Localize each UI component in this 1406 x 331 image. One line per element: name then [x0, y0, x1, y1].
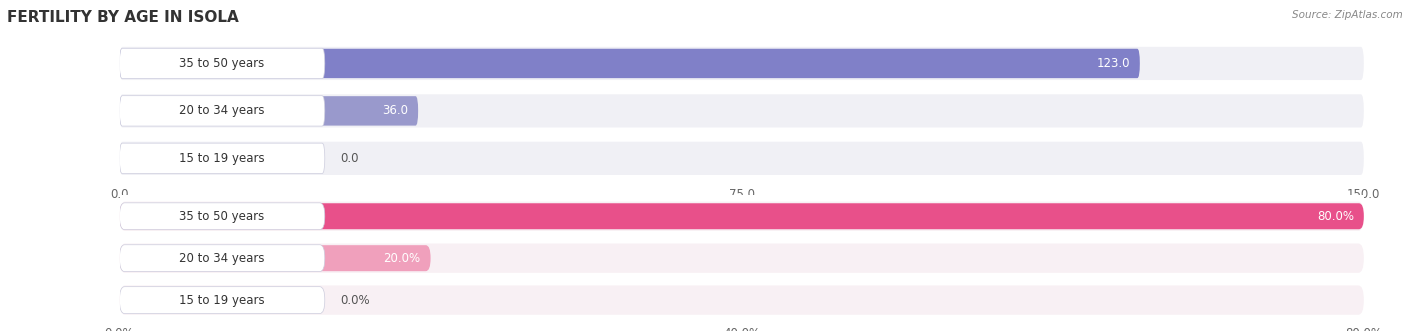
FancyBboxPatch shape — [120, 203, 325, 230]
FancyBboxPatch shape — [120, 96, 325, 126]
Text: 123.0: 123.0 — [1097, 57, 1130, 70]
FancyBboxPatch shape — [120, 245, 325, 272]
Text: 35 to 50 years: 35 to 50 years — [179, 210, 264, 223]
Text: 36.0: 36.0 — [382, 104, 408, 118]
FancyBboxPatch shape — [120, 244, 1364, 273]
FancyBboxPatch shape — [120, 94, 1364, 127]
FancyBboxPatch shape — [120, 47, 1364, 80]
FancyBboxPatch shape — [120, 142, 1364, 175]
FancyBboxPatch shape — [120, 285, 1364, 315]
FancyBboxPatch shape — [120, 245, 430, 271]
Text: 0.0%: 0.0% — [340, 294, 370, 307]
Text: FERTILITY BY AGE IN ISOLA: FERTILITY BY AGE IN ISOLA — [7, 10, 239, 25]
FancyBboxPatch shape — [120, 143, 325, 173]
FancyBboxPatch shape — [120, 49, 1140, 78]
FancyBboxPatch shape — [120, 202, 1364, 231]
Text: 0.0: 0.0 — [340, 152, 359, 165]
FancyBboxPatch shape — [120, 287, 325, 313]
Text: 20 to 34 years: 20 to 34 years — [179, 104, 264, 118]
Text: 35 to 50 years: 35 to 50 years — [179, 57, 264, 70]
FancyBboxPatch shape — [120, 48, 325, 79]
Text: 20.0%: 20.0% — [384, 252, 420, 265]
Text: 15 to 19 years: 15 to 19 years — [179, 152, 264, 165]
Text: 80.0%: 80.0% — [1317, 210, 1354, 223]
Text: 15 to 19 years: 15 to 19 years — [179, 294, 264, 307]
Text: 20 to 34 years: 20 to 34 years — [179, 252, 264, 265]
Text: Source: ZipAtlas.com: Source: ZipAtlas.com — [1292, 10, 1403, 20]
FancyBboxPatch shape — [120, 96, 418, 125]
FancyBboxPatch shape — [120, 203, 1364, 229]
